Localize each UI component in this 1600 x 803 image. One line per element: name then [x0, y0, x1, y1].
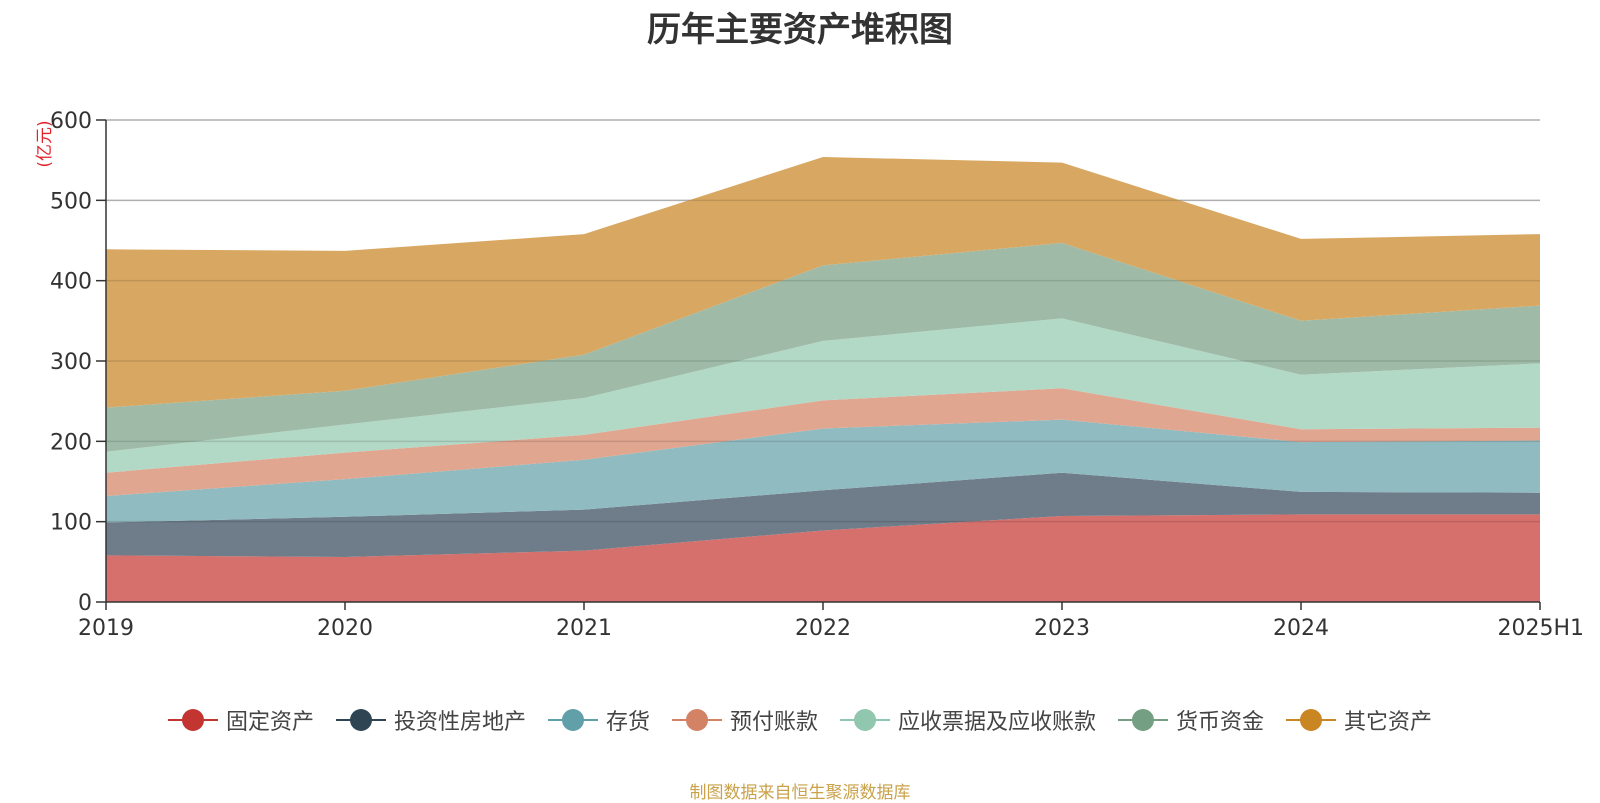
legend-dot [1132, 709, 1155, 731]
legend-marker-icon [1286, 707, 1337, 733]
source-note: 制图数据来自恒生聚源数据库 [689, 783, 911, 803]
legend-label: 预付账款 [729, 710, 818, 735]
legend-marker-icon [547, 707, 598, 733]
legend-item[interactable]: 应收票据及应收账款 [840, 704, 1096, 736]
y-unit-label: (亿元) [35, 120, 55, 167]
legend-dot [854, 709, 876, 731]
y-tick-label: 300 [50, 350, 92, 375]
legend-dot [685, 709, 708, 731]
y-tick-label: 100 [50, 511, 92, 536]
y-tick-label: 0 [78, 591, 92, 616]
legend-item[interactable]: 存货 [547, 704, 650, 736]
legend-item[interactable]: 货币资金 [1118, 704, 1264, 736]
legend-marker-icon [167, 707, 218, 733]
y-tick-label: 400 [50, 270, 92, 295]
area-layer [106, 119, 1540, 602]
legend-label: 固定资产 [225, 710, 314, 735]
x-tick-label: 2025H1 [1497, 616, 1584, 641]
area-series-4 [106, 318, 1540, 473]
legend-item[interactable]: 其它资产 [1286, 704, 1432, 736]
legend-marker-icon [840, 707, 890, 733]
legend: 固定资产 投资性房地产 存货 预付账款 应收票据及应收账款 货币资金 其它资产 [0, 704, 1600, 736]
y-tick-label: 600 [50, 109, 92, 134]
legend-dot [561, 709, 584, 731]
area-series-3 [106, 388, 1540, 496]
chart-title: 历年主要资产堆积图 [647, 10, 953, 50]
x-tick-label: 2021 [556, 616, 612, 641]
legend-label: 其它资产 [1344, 710, 1433, 735]
y-tick-label: 200 [50, 430, 92, 455]
area-series-1 [106, 472, 1540, 557]
legend-item[interactable]: 固定资产 [167, 704, 314, 736]
area-series-5 [106, 242, 1540, 452]
x-tick-label: 2023 [1034, 616, 1090, 641]
legend-label: 投资性房地产 [393, 710, 526, 735]
legend-marker-icon [1118, 707, 1169, 733]
axis-layer: 0 100 200 300 400 500 600 2019 2020 2021 2022 2023 2… [35, 109, 1584, 641]
x-tick-label: 2020 [317, 616, 373, 641]
x-tick-label: 2024 [1273, 616, 1329, 641]
legend-label: 货币资金 [1176, 710, 1265, 735]
legend-label: 存货 [605, 710, 650, 735]
legend-marker-icon [671, 707, 722, 733]
x-tick-label: 2019 [78, 616, 134, 641]
area-series-6 [106, 157, 1540, 408]
legend-label: 应收票据及应收账款 [898, 710, 1097, 735]
area-series-2 [106, 419, 1540, 523]
legend-dot [181, 709, 204, 731]
legend-dot [349, 709, 372, 731]
legend-marker-icon [335, 707, 386, 733]
legend-dot [1300, 709, 1323, 731]
x-tick-label: 2022 [795, 616, 851, 641]
legend-item[interactable]: 预付账款 [671, 704, 818, 736]
area-series-0 [106, 514, 1540, 602]
stacked-area-chart: 0 100 200 300 400 500 600 2019 2020 2021 2022 2023 2… [35, 109, 1584, 641]
y-tick-label: 500 [50, 189, 92, 214]
legend-item[interactable]: 投资性房地产 [335, 704, 526, 736]
